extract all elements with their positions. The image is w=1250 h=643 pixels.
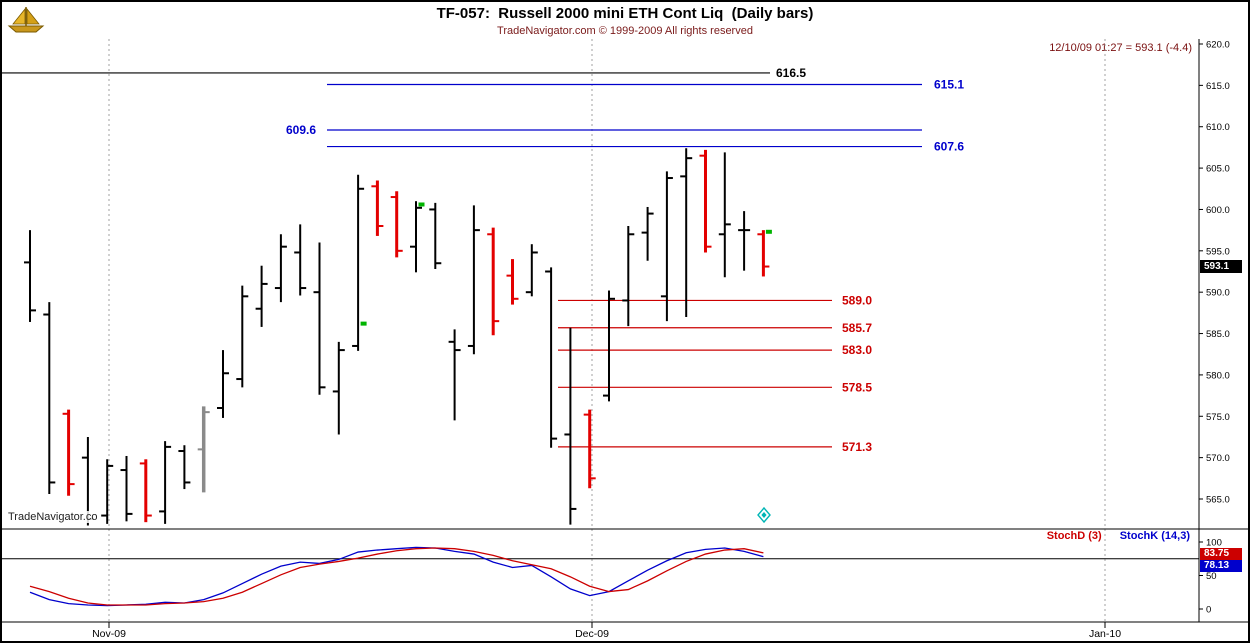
x-axis-label: Nov-09 — [92, 628, 126, 640]
stoch-axis-label: 0 — [1206, 605, 1211, 616]
level-label: 578.5 — [842, 380, 872, 394]
app-logo-icon — [7, 7, 45, 33]
stoch-d-legend[interactable]: StochD (3) — [1046, 530, 1102, 542]
signal-mark — [418, 202, 425, 207]
price-axis-label: 575.0 — [1206, 412, 1230, 423]
last-price-badge: 593.1 — [1200, 260, 1242, 273]
price-axis-label: 610.0 — [1206, 122, 1230, 133]
stoch-axis-label: 50 — [1206, 571, 1217, 582]
price-axis-label: 580.0 — [1206, 370, 1230, 381]
copyright-subtitle: TradeNavigator.com © 1999-2009 All right… — [497, 25, 753, 37]
stoch-k-value-badge: 78.13 — [1200, 560, 1242, 572]
x-axis-label: Jan-10 — [1089, 628, 1121, 640]
stoch-k-legend[interactable]: StochK (14,3) — [1119, 530, 1190, 542]
level-label: 609.6 — [286, 123, 316, 137]
level-label: 571.3 — [842, 440, 872, 454]
signal-mark — [360, 321, 367, 326]
level-label: 589.0 — [842, 293, 872, 307]
x-axis-label: Dec-09 — [575, 628, 609, 640]
diamond-marker-inner — [761, 512, 767, 518]
price-axis-label: 565.0 — [1206, 495, 1230, 506]
signal-mark — [765, 229, 772, 234]
diamond-marker-icon — [757, 506, 771, 524]
level-label: 585.7 — [842, 321, 872, 335]
price-axis-label: 615.0 — [1206, 81, 1230, 92]
price-axis-label: 600.0 — [1206, 205, 1230, 216]
stoch-axis-label: 100 — [1206, 538, 1222, 549]
chart-title: TF-057: Russell 2000 mini ETH Cont Liq (… — [436, 5, 814, 22]
price-axis-label: 590.0 — [1206, 288, 1230, 299]
watermark: TradeNavigator.co — [6, 511, 100, 523]
stoch-d-value-badge: 83.75 — [1200, 548, 1242, 560]
level-label: 607.6 — [934, 140, 964, 154]
stoch-legend: StochD (3) StochK (14,3) — [1047, 530, 1190, 542]
level-label: 615.1 — [934, 78, 964, 92]
stoch-d-line — [29, 547, 764, 606]
price-axis-label: 570.0 — [1206, 453, 1230, 464]
stoch-k-line — [29, 546, 764, 607]
price-axis-label: 585.0 — [1206, 329, 1230, 340]
level-label: 583.0 — [842, 343, 872, 357]
quote-readout: 12/10/09 01:27 = 593.1 (-4.4) — [1049, 42, 1192, 54]
price-axis-label: 605.0 — [1206, 164, 1230, 175]
price-axis-label: 595.0 — [1206, 246, 1230, 257]
level-label: 616.5 — [776, 66, 806, 80]
price-axis-label: 620.0 — [1206, 40, 1230, 51]
